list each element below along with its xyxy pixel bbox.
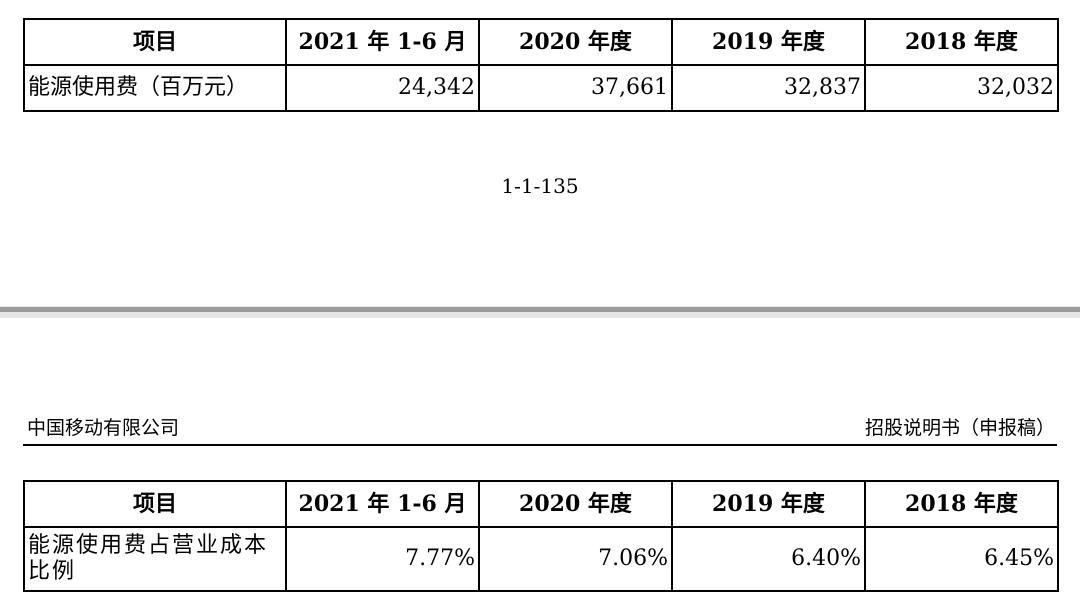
value-2020: 7.06%	[478, 526, 673, 592]
page-bottom: 中国移动有限公司 招股说明书（申报稿） 项目 2021 年 1-6 月 2020…	[0, 318, 1080, 610]
header-item: 项目	[23, 18, 287, 66]
document-title: 招股说明书（申报稿）	[864, 417, 1055, 439]
header-item: 项目	[23, 480, 287, 528]
row-label: 能源使用费占营业成本比例	[23, 526, 287, 592]
company-name: 中国移动有限公司	[27, 417, 180, 439]
value-2021h1: 24,342	[285, 64, 480, 112]
page-separator-line	[0, 307, 1080, 312]
header-2019: 2019 年度	[671, 18, 866, 66]
header-2020: 2020 年度	[478, 480, 673, 528]
page-number: 1-1-135	[501, 174, 579, 198]
energy-cost-ratio-table: 项目 2021 年 1-6 月 2020 年度 2019 年度 2018 年度 …	[23, 480, 1059, 592]
value-2019: 6.40%	[671, 526, 866, 592]
header-2019: 2019 年度	[671, 480, 866, 528]
table-header-row: 项目 2021 年 1-6 月 2020 年度 2019 年度 2018 年度	[23, 18, 1059, 66]
value-2019: 32,837	[671, 64, 866, 112]
header-2018: 2018 年度	[864, 480, 1059, 528]
value-2018: 6.45%	[864, 526, 1059, 592]
header-2020: 2020 年度	[478, 18, 673, 66]
energy-cost-table: 项目 2021 年 1-6 月 2020 年度 2019 年度 2018 年度 …	[23, 18, 1059, 112]
table-header-row: 项目 2021 年 1-6 月 2020 年度 2019 年度 2018 年度	[23, 480, 1059, 528]
table-row: 能源使用费占营业成本比例 7.77% 7.06% 6.40% 6.45%	[23, 526, 1059, 592]
running-header: 中国移动有限公司 招股说明书（申报稿）	[23, 414, 1057, 446]
value-2021h1: 7.77%	[285, 526, 480, 592]
page-top: 项目 2021 年 1-6 月 2020 年度 2019 年度 2018 年度 …	[23, 18, 1059, 198]
header-2021h1: 2021 年 1-6 月	[285, 480, 480, 528]
value-2020: 37,661	[478, 64, 673, 112]
value-2018: 32,032	[864, 64, 1059, 112]
row-label: 能源使用费（百万元）	[23, 64, 287, 112]
header-2021h1: 2021 年 1-6 月	[285, 18, 480, 66]
header-2018: 2018 年度	[864, 18, 1059, 66]
page-separator	[0, 306, 1080, 318]
table-row: 能源使用费（百万元） 24,342 37,661 32,837 32,032	[23, 64, 1059, 112]
